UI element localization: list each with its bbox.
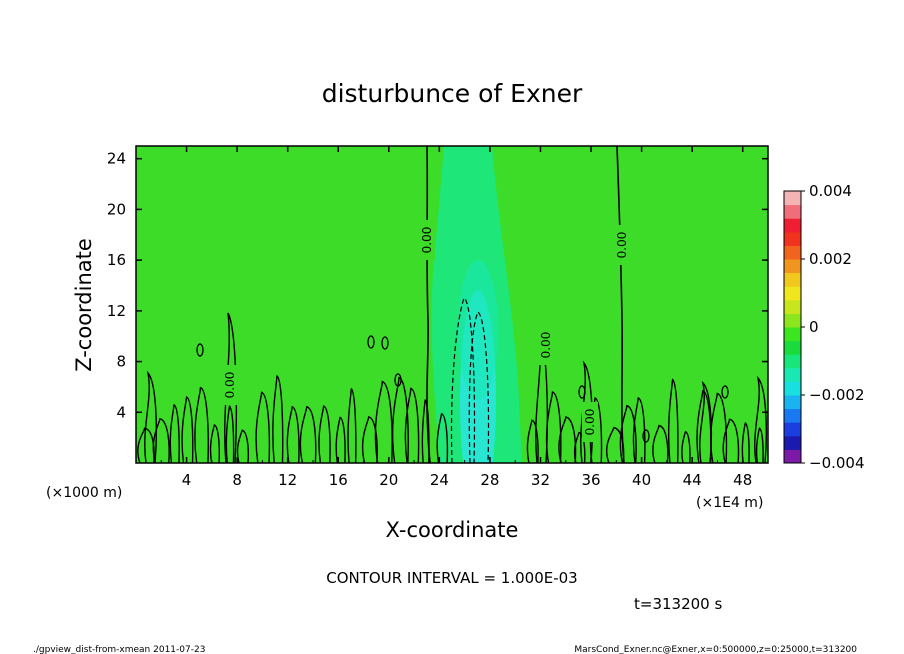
contour-line <box>286 406 300 463</box>
contour-line <box>194 386 209 463</box>
x-tick-label: 32 <box>531 471 550 489</box>
colorbar-swatch <box>784 286 801 301</box>
contour-label: 0.00 <box>583 409 597 436</box>
colorbar-tick-label: 0.004 <box>809 182 852 200</box>
colorbar-swatch <box>784 327 801 342</box>
contour-line <box>421 399 430 463</box>
x-tick-label: 20 <box>379 471 398 489</box>
colorbar-tick-label: 0.002 <box>809 250 852 268</box>
contour-label-bg <box>614 225 630 265</box>
x-unit-label: (×1E4 m) <box>696 495 763 511</box>
contour-line <box>381 336 389 350</box>
y-tick-label: 12 <box>107 302 126 320</box>
x-tick-label: 40 <box>632 471 651 489</box>
contour-line <box>169 404 180 463</box>
contour-line <box>578 385 586 399</box>
x-tick-label: 12 <box>278 471 297 489</box>
contour-label-bg <box>538 325 554 365</box>
contour-label-bg <box>419 220 435 260</box>
contour-label-bg <box>222 365 238 405</box>
contour-label: 0.00 <box>615 232 629 259</box>
colorbar-swatch <box>784 218 801 233</box>
colorbar-swatch <box>784 422 801 437</box>
contour-line <box>144 370 158 463</box>
contour-label-bg <box>582 402 598 442</box>
x-tick-label: 44 <box>683 471 702 489</box>
colorbar-swatch <box>784 367 801 382</box>
x-tick-label: 48 <box>733 471 752 489</box>
contour-line <box>318 405 331 463</box>
x-tick-label: 4 <box>182 471 192 489</box>
contour-line <box>722 418 740 463</box>
contour-line <box>367 335 375 349</box>
y-tick-label: 8 <box>116 353 126 371</box>
plot-frame <box>135 145 769 464</box>
colorbar-tick-label: −0.004 <box>809 454 865 472</box>
colorbar-swatch <box>784 231 801 246</box>
contour-line <box>619 404 637 463</box>
contour-label: 0.00 <box>420 227 434 254</box>
colorbar-tick-label: −0.002 <box>809 386 865 404</box>
y-tick-label: 16 <box>107 251 126 269</box>
y-tick-label: 4 <box>116 403 126 421</box>
contour-line <box>754 375 768 463</box>
colorbar-swatch <box>784 408 801 423</box>
contour-line <box>436 412 449 463</box>
contour-line <box>225 405 235 463</box>
chart-title: disturbunce of Exner <box>322 79 583 108</box>
colorbar-swatch <box>784 381 801 396</box>
y-tick-label: 20 <box>107 200 126 218</box>
colorbar-tick-label: 0 <box>809 318 819 336</box>
colorbar-swatch <box>784 259 801 274</box>
colorbar-swatch <box>784 313 801 328</box>
contour-line <box>755 427 764 463</box>
contour-line <box>642 429 650 443</box>
colorbar-swatch <box>784 191 801 206</box>
colorbar-swatch <box>784 204 801 219</box>
colorbar: 0.004 0.002 0 −0.002 −0.004 <box>783 182 865 472</box>
x-tick-label: 24 <box>430 471 449 489</box>
contour-line <box>721 385 729 399</box>
footer-right-text: MarsCond_Exner.nc@Exner,x=0:500000,z=0:2… <box>574 645 857 654</box>
contour-line <box>236 429 249 463</box>
contour-label: 0.00 <box>539 332 553 359</box>
contour-line <box>741 422 750 463</box>
plot-area: 0.00 0.00 0.00 0.00 0.00 <box>135 145 769 464</box>
colorbar-swatch <box>784 272 801 287</box>
colorbar-swatch <box>784 299 801 314</box>
x-tick-label: 8 <box>232 471 242 489</box>
y-axis-label: Z-coordinate <box>72 238 96 372</box>
contour-line <box>699 380 713 463</box>
x-axis-label: X-coordinate <box>386 518 519 542</box>
contour-line <box>404 387 420 463</box>
x-tick-label: 28 <box>480 471 499 489</box>
colorbar-swatch <box>784 354 801 369</box>
colorbar-swatch <box>784 395 801 410</box>
contour-line <box>196 343 204 357</box>
footer-left-text: ./gpview_dist-from-xmean 2011-07-23 <box>33 645 205 654</box>
colorbar-swatch <box>784 449 801 464</box>
colorbar-swatch <box>784 340 801 355</box>
colorbar-swatch <box>784 245 801 260</box>
colorbar-swatch <box>784 435 801 450</box>
contour-line <box>224 312 238 463</box>
y-tick-label: 24 <box>107 150 126 168</box>
time-text: t=313200 s <box>634 595 722 613</box>
field-anomaly-cyan <box>458 260 498 400</box>
contour-line <box>394 373 402 387</box>
x-tick-label: 16 <box>329 471 348 489</box>
y-unit-label: (×1000 m) <box>46 485 122 501</box>
contour-line <box>616 146 625 463</box>
x-tick-label: 36 <box>581 471 600 489</box>
contour-line-negative <box>468 311 490 463</box>
contour-label: 0.00 <box>223 372 237 399</box>
contour-interval-text: CONTOUR INTERVAL = 1.000E-03 <box>326 569 577 587</box>
